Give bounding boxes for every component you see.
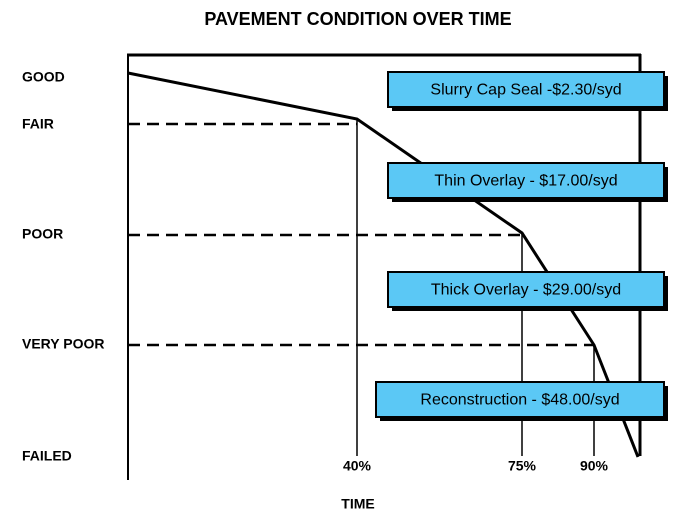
treatment-label: Reconstruction - $48.00/syd (420, 392, 619, 409)
condition-label: FAIR (22, 116, 54, 132)
treatment-box: Thin Overlay - $17.00/syd (387, 162, 668, 202)
treatment-box: Thick Overlay - $29.00/syd (387, 271, 668, 311)
time-label: 90% (580, 458, 609, 474)
title: PAVEMENT CONDITION OVER TIME (204, 9, 511, 29)
box (387, 271, 665, 308)
time-label: 75% (508, 458, 537, 474)
condition-label: VERY POOR (22, 336, 104, 352)
treatment-label: Slurry Cap Seal -$2.30/syd (430, 82, 621, 99)
treatment-box: Reconstruction - $48.00/syd (375, 381, 668, 421)
treatment-label: Thick Overlay - $29.00/syd (431, 282, 621, 299)
condition-label: FAILED (22, 448, 72, 464)
box (387, 71, 665, 108)
treatment-box: Slurry Cap Seal -$2.30/syd (387, 71, 668, 111)
box (387, 162, 665, 199)
dashed-levels (128, 122, 594, 347)
x-axis-label: TIME (341, 496, 374, 512)
condition-label: GOOD (22, 69, 65, 85)
time-label: 40% (343, 458, 372, 474)
box (375, 381, 665, 418)
condition-label: POOR (22, 226, 63, 242)
treatment-label: Thin Overlay - $17.00/syd (434, 173, 617, 190)
